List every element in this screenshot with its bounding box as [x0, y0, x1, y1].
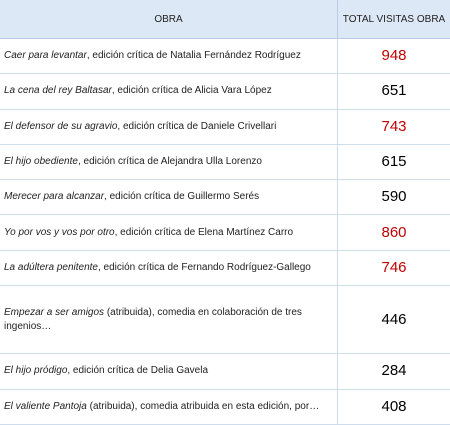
work-title: El hijo pródigo: [4, 365, 68, 377]
work-title: Caer para levantar: [4, 50, 87, 62]
work-cell: La cena del rey Baltasar, edición crític…: [0, 73, 338, 110]
header-cell: TOTAL VISITAS OBRA: [337, 0, 450, 39]
visits-cell: 446: [337, 285, 450, 355]
visits-cell: 948: [337, 38, 450, 75]
table-row: El valiente Pantoja (atribuida), comedia…: [0, 389, 450, 425]
visits-cell: 651: [337, 73, 450, 110]
visits-cell: 743: [337, 109, 450, 145]
table-row: El defensor de su agravio, edición críti…: [0, 109, 450, 145]
visits-cell: 860: [337, 214, 450, 251]
work-title: Merecer para alcanzar: [4, 191, 105, 203]
work-description: , edición crítica de Fernando Rodríguez-…: [97, 261, 311, 273]
work-description: , edición crítica de Alejandra Ulla Lore…: [77, 156, 262, 168]
visits-cell: 590: [337, 179, 450, 216]
table-row: El hijo pródigo, edición crítica de Deli…: [0, 353, 450, 390]
work-title: El valiente Pantoja: [4, 400, 87, 412]
table-body: Caer para levantar, edición crítica de N…: [0, 38, 450, 425]
work-title: Empezar a ser amigos: [4, 306, 105, 318]
visits-cell: 746: [337, 250, 450, 287]
work-cell: El hijo pródigo, edición crítica de Deli…: [0, 353, 338, 390]
work-title: El defensor de su agravio: [4, 120, 118, 132]
work-description: , edición crítica de Guillermo Serés: [104, 191, 260, 203]
table-row: Merecer para alcanzar, edición crítica d…: [0, 179, 450, 216]
work-title: El hijo obediente: [4, 156, 78, 168]
work-description: , edición crítica de Alicia Vara López: [111, 85, 272, 97]
header-row: OBRA TOTAL VISITAS OBRA: [0, 0, 450, 39]
work-cell: El valiente Pantoja (atribuida), comedia…: [0, 389, 338, 425]
work-description: , edición crítica de Natalia Fernández R…: [86, 50, 301, 62]
work-cell: Merecer para alcanzar, edición crítica d…: [0, 179, 338, 216]
work-cell: El hijo obediente, edición crítica de Al…: [0, 144, 338, 181]
visits-cell: 615: [337, 144, 450, 181]
table-row: Yo por vos y vos por otro, edición críti…: [0, 214, 450, 251]
work-description: , edición crítica de Elena Martínez Carr…: [114, 226, 294, 238]
work-title: La adúltera penitente: [4, 261, 98, 273]
visits-cell: 284: [337, 353, 450, 390]
table-row: El hijo obediente, edición crítica de Al…: [0, 144, 450, 181]
visits-cell: 408: [337, 389, 450, 425]
header-cell: OBRA: [0, 0, 338, 39]
work-title: La cena del rey Baltasar: [4, 85, 112, 97]
work-title: Yo por vos y vos por otro: [4, 226, 115, 238]
work-cell: Caer para levantar, edición crítica de N…: [0, 38, 338, 75]
work-description: (atribuida), comedia en colaboración de …: [4, 306, 302, 332]
work-cell: Yo por vos y vos por otro, edición críti…: [0, 214, 338, 251]
work-cell: El defensor de su agravio, edición críti…: [0, 109, 338, 145]
table-row: La adúltera penitente, edición crítica d…: [0, 250, 450, 287]
work-cell: Empezar a ser amigos (atribuida), comedi…: [0, 285, 338, 355]
table-row: Caer para levantar, edición crítica de N…: [0, 38, 450, 75]
work-description: , edición crítica de Delia Gavela: [67, 365, 208, 377]
work-cell: La adúltera penitente, edición crítica d…: [0, 250, 338, 287]
work-description: , edición crítica de Daniele Crivellari: [117, 120, 277, 132]
work-description: (atribuida), comedia atribuida en esta e…: [86, 400, 320, 412]
table-row: La cena del rey Baltasar, edición crític…: [0, 73, 450, 110]
table-row: Empezar a ser amigos (atribuida), comedi…: [0, 285, 450, 355]
